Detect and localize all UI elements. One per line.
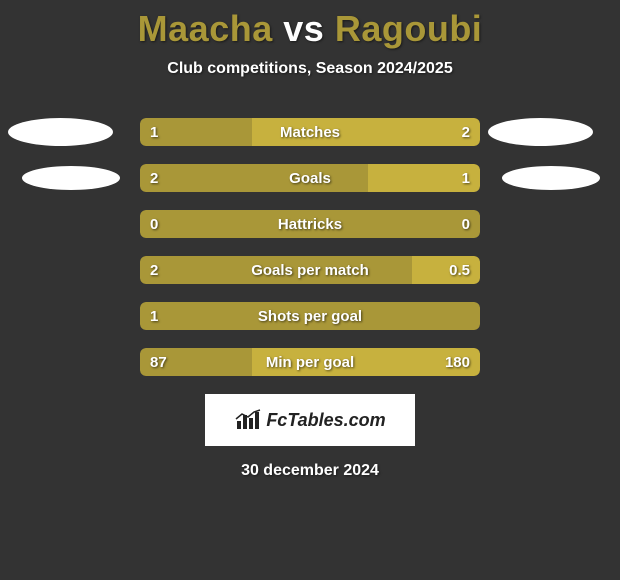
- stat-bar-left: [140, 164, 368, 192]
- decor-ellipse-right-bot: [502, 166, 600, 190]
- stat-value-right: 0.5: [449, 256, 470, 284]
- chart-area: 12Matches21Goals00Hattricks20.5Goals per…: [0, 118, 620, 376]
- stat-row: 1Shots per goal: [140, 302, 480, 330]
- logo-text: FcTables.com: [266, 410, 385, 431]
- stat-value-right: 0: [462, 210, 470, 238]
- stat-value-left: 1: [150, 118, 158, 146]
- chart-icon: [234, 409, 262, 431]
- stat-value-left: 2: [150, 256, 158, 284]
- stat-bar-left: [140, 302, 480, 330]
- decor-ellipse-right-top: [488, 118, 593, 146]
- decor-ellipse-left-bot: [22, 166, 120, 190]
- stat-row: 21Goals: [140, 164, 480, 192]
- date-label: 30 december 2024: [0, 462, 620, 480]
- stat-row: 00Hattricks: [140, 210, 480, 238]
- stat-value-left: 0: [150, 210, 158, 238]
- player2-name: Ragoubi: [335, 8, 482, 49]
- player1-name: Maacha: [138, 8, 273, 49]
- stat-value-right: 2: [462, 118, 470, 146]
- stats-container: 12Matches21Goals00Hattricks20.5Goals per…: [140, 118, 480, 376]
- stat-value-left: 87: [150, 348, 167, 376]
- stat-value-left: 1: [150, 302, 158, 330]
- stat-row: 12Matches: [140, 118, 480, 146]
- comparison-title: Maacha vs Ragoubi: [0, 0, 620, 50]
- stat-row: 87180Min per goal: [140, 348, 480, 376]
- logo-box: FcTables.com: [205, 394, 415, 446]
- stat-bar-left: [140, 256, 412, 284]
- decor-ellipse-left-top: [8, 118, 113, 146]
- stat-value-right: 180: [445, 348, 470, 376]
- stat-bar-left: [140, 210, 480, 238]
- stat-value-left: 2: [150, 164, 158, 192]
- vs-label: vs: [283, 8, 324, 49]
- stat-value-right: 1: [462, 164, 470, 192]
- subtitle: Club competitions, Season 2024/2025: [0, 60, 620, 78]
- stat-row: 20.5Goals per match: [140, 256, 480, 284]
- stat-bar-right: [252, 118, 480, 146]
